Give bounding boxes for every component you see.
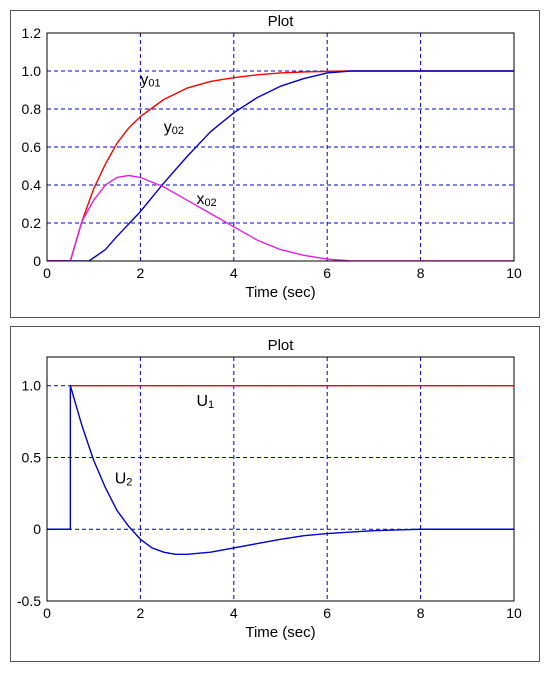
annotation-sub: 02	[204, 197, 216, 209]
annotation-sub: 01	[148, 77, 160, 89]
x-tick-label: 6	[323, 605, 331, 621]
series-group	[47, 70, 514, 261]
x-tick-label: 0	[43, 265, 51, 281]
y-tick-label: 0.6	[22, 139, 42, 155]
y-tick-label: 0	[33, 521, 41, 537]
x-tick-label: 10	[506, 605, 522, 621]
series-line-x02	[47, 174, 514, 261]
x-tick-label: 6	[323, 265, 331, 281]
y-tick-label: 1.2	[22, 25, 42, 41]
y-tick-label: 0.8	[22, 101, 42, 117]
x-tick-label: 4	[230, 605, 238, 621]
chart-title: Plot	[268, 337, 295, 354]
series-annotation: y01	[140, 71, 160, 89]
series-annotation: x02	[196, 191, 216, 209]
y-tick-label: 0.2	[22, 215, 42, 231]
y-tick-label: 1.0	[22, 378, 42, 394]
top-plot-panel: Plot 0 2 4 6 8 10 0 0.2 0.4 0.6 0.8 1.0 1.2 Time (sec)…	[10, 10, 540, 318]
annotation-main: y	[164, 119, 172, 136]
annotation-main: U	[196, 393, 208, 410]
y-tick-label: 0	[33, 253, 41, 269]
grid-lines	[47, 33, 514, 261]
y-tick-label: 0.4	[22, 177, 42, 193]
y-tick-label: 0.5	[22, 449, 42, 465]
series-line-u2	[47, 385, 514, 556]
bottom-plot-panel: Plot 0 2 4 6 8 10 -0.5 0 0.5 1.0 Time (sec) U1 U2	[10, 326, 540, 662]
x-axis-label: Time (sec)	[245, 624, 315, 641]
plot-frame	[46, 32, 515, 262]
annotation-sub: 02	[172, 125, 184, 137]
series-annotation: y02	[164, 119, 184, 137]
series-group	[47, 385, 514, 556]
series-annotation: U1	[196, 393, 214, 411]
x-tick-label: 2	[137, 605, 145, 621]
x-tick-label: 2	[137, 265, 145, 281]
x-tick-label: 4	[230, 265, 238, 281]
x-tick-label: 0	[43, 605, 51, 621]
plot-frame	[46, 356, 515, 602]
series-annotation: U2	[115, 470, 133, 488]
x-axis-label: Time (sec)	[245, 284, 315, 301]
chart-title: Plot	[268, 13, 295, 30]
annotation-sub: 2	[126, 476, 132, 488]
y-tick-label: 1.0	[22, 63, 42, 79]
annotation-main: U	[115, 470, 127, 487]
series-line-y01	[47, 70, 514, 261]
annotation-main: y	[140, 71, 148, 88]
x-tick-label: 10	[506, 265, 522, 281]
annotation-sub: 1	[208, 399, 214, 411]
x-tick-label: 8	[417, 265, 425, 281]
x-tick-label: 8	[417, 605, 425, 621]
y-tick-label: -0.5	[17, 593, 41, 609]
annotation-main: x	[196, 191, 204, 208]
series-line-y02	[47, 70, 514, 261]
